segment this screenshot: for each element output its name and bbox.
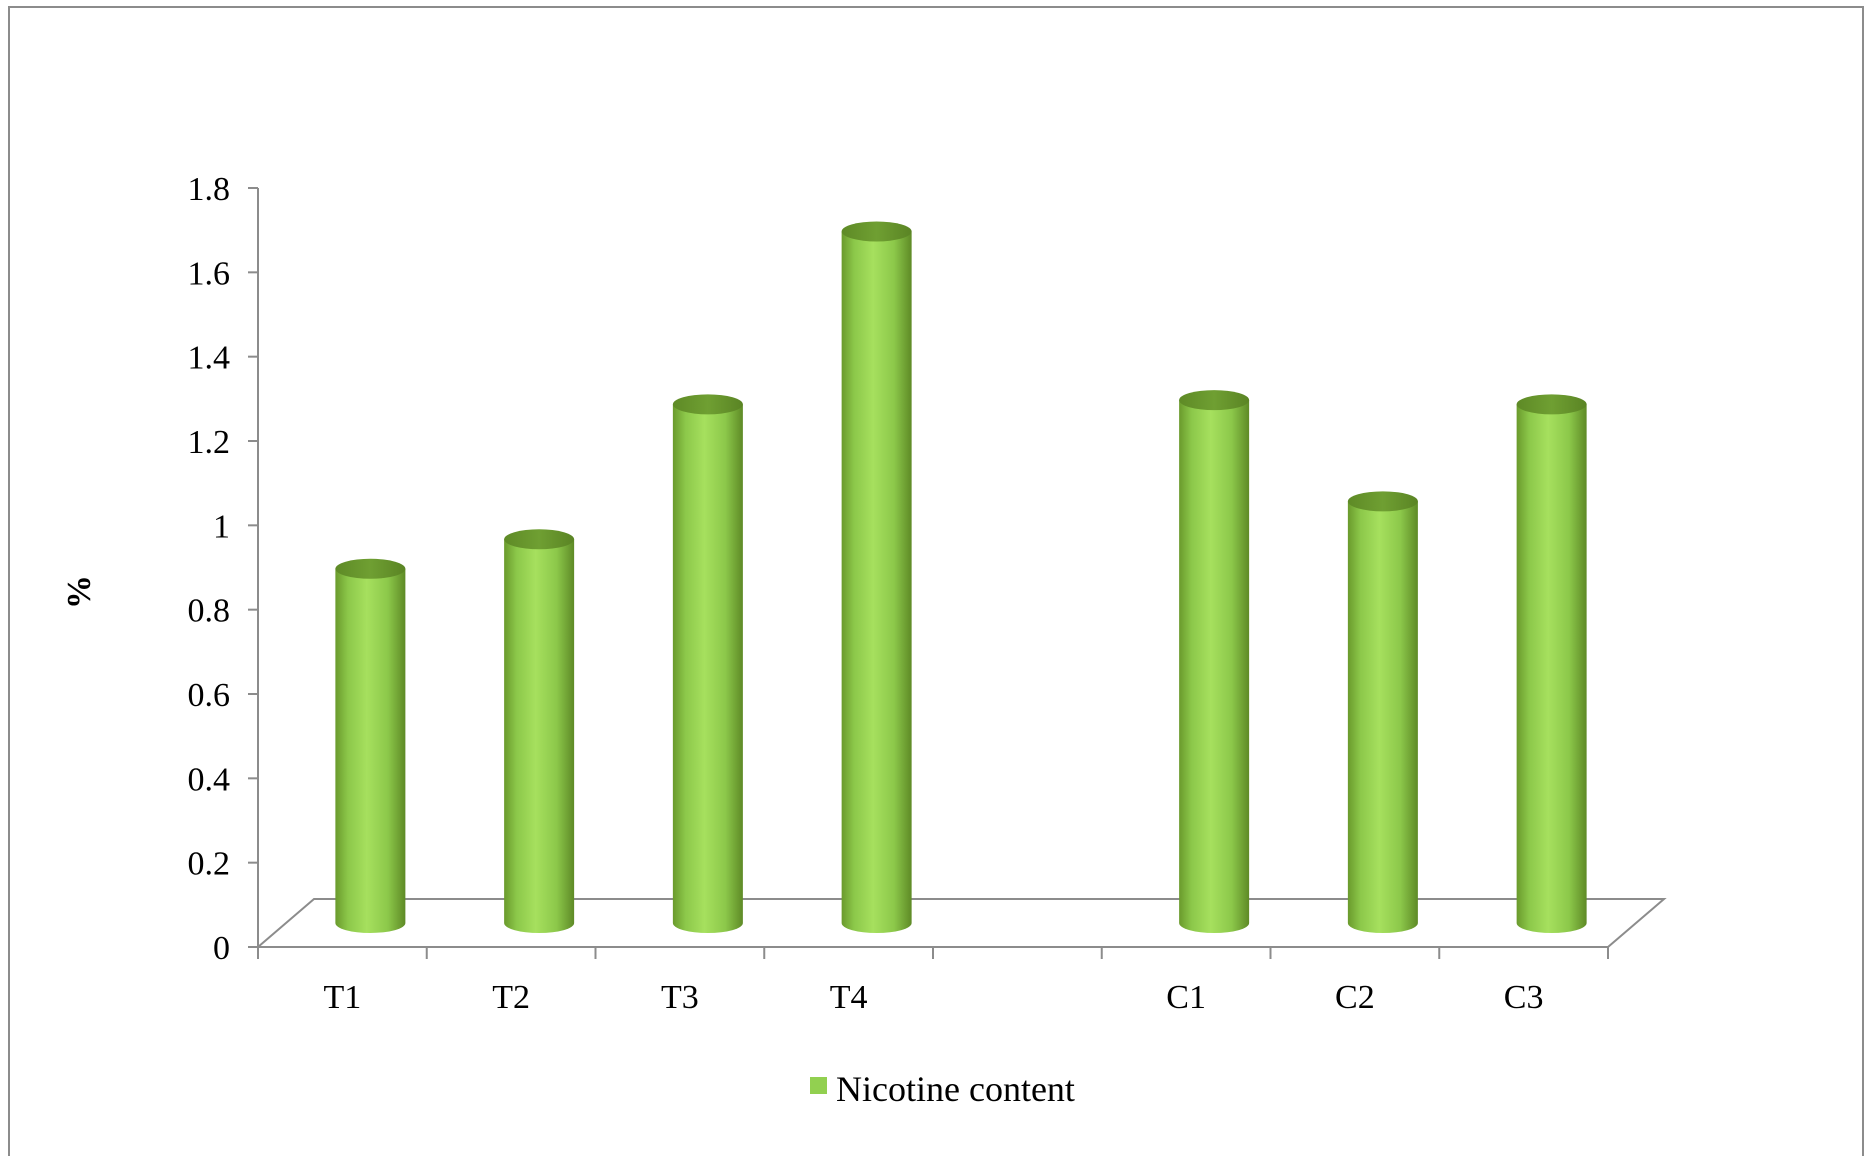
bar: [841, 221, 912, 933]
x-tick-label: T1: [323, 979, 361, 1016]
bar-body: [1347, 501, 1418, 933]
bar-top: [672, 394, 743, 415]
x-axis-ticks: T1 T2 T3 T4 C1 C2 C3: [257, 947, 1609, 1016]
x-tick-label: T4: [830, 979, 868, 1016]
bar-body: [1516, 404, 1587, 934]
bar-body: [504, 539, 575, 933]
y-tick-label: 1: [213, 508, 230, 545]
bar-top: [504, 529, 575, 550]
y-tick-label: 0.4: [188, 761, 231, 798]
y-axis-ticks: 0 0.2 0.4 0.6 0.8 1 1.2 1.4 1.6 1.8: [188, 171, 258, 967]
bar: [504, 529, 575, 933]
legend-swatch: [810, 1077, 827, 1094]
bar: [1179, 390, 1250, 934]
bar-top: [841, 221, 912, 242]
bar-body: [841, 231, 912, 933]
y-tick-label: 0.8: [188, 593, 231, 630]
x-tick-label: C3: [1504, 979, 1544, 1016]
y-tick-label: 0.2: [188, 846, 231, 883]
x-tick-label: C1: [1166, 979, 1206, 1016]
bar: [1516, 394, 1587, 934]
bar-body: [672, 404, 743, 934]
bar: [335, 558, 406, 933]
axes: [257, 188, 1667, 948]
y-tick-label: 1.8: [188, 171, 231, 208]
bar-body: [1179, 400, 1250, 934]
bar-top: [335, 558, 406, 579]
y-tick-label: 0: [213, 930, 230, 967]
bar-top: [1347, 491, 1418, 512]
bar: [1347, 491, 1418, 933]
y-tick-label: 1.2: [188, 424, 231, 461]
y-axis-title: %: [61, 575, 98, 609]
x-tick-label: T2: [492, 979, 530, 1016]
floor-outline: [257, 898, 1667, 948]
legend: Nicotine content: [810, 1069, 1075, 1109]
bar-body: [335, 568, 406, 933]
bar-top: [1179, 390, 1250, 411]
bar: [672, 394, 743, 934]
bars: [335, 221, 1587, 934]
y-tick-label: 1.4: [188, 340, 231, 377]
y-tick-label: 0.6: [188, 677, 231, 714]
legend-label: Nicotine content: [836, 1069, 1075, 1109]
bar-top: [1516, 394, 1587, 415]
y-tick-label: 1.6: [188, 255, 231, 292]
x-tick-label: T3: [661, 979, 699, 1016]
x-tick-label: C2: [1335, 979, 1375, 1016]
